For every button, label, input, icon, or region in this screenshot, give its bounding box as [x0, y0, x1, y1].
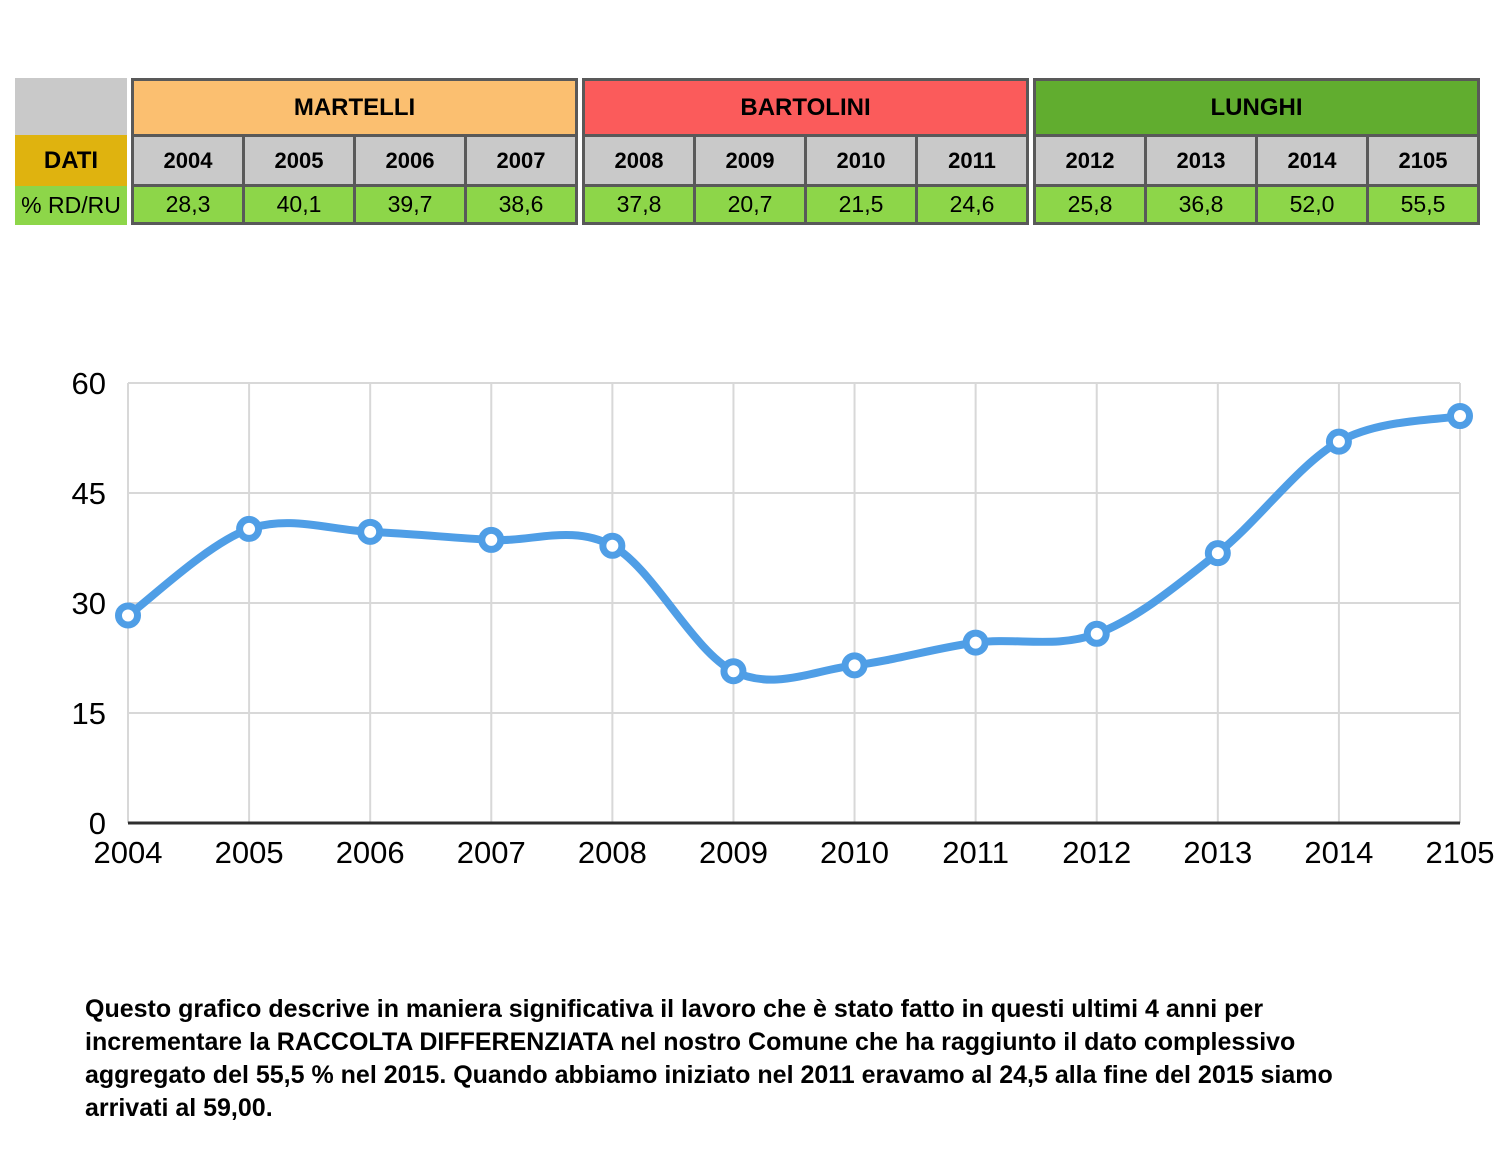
year-cell: 2007 — [464, 134, 578, 188]
group-block-bartolini: BARTOLINI 2008 2009 2010 2011 37,8 20,7 … — [582, 77, 1029, 225]
year-cell: 2005 — [242, 134, 356, 188]
data-point-marker — [1204, 540, 1231, 567]
value-cell: 37,8 — [582, 184, 696, 225]
corner-cell — [15, 78, 127, 135]
y-axis-tick-label: 15 — [72, 696, 106, 731]
value-cell: 28,3 — [131, 184, 245, 225]
value-cell: 55,5 — [1366, 184, 1480, 225]
value-cell: 40,1 — [242, 184, 356, 225]
year-cell: 2014 — [1255, 134, 1369, 188]
value-cell: 38,6 — [464, 184, 578, 225]
y-axis-tick-label: 60 — [72, 366, 106, 401]
row-label-rdru: % RD/RU — [15, 186, 127, 225]
year-cell: 2004 — [131, 134, 245, 188]
x-axis-tick-label: 2013 — [1183, 835, 1252, 870]
line-chart: 0 15 30 45 60 2004 2005 2006 2007 2008 2009 2010 201… — [72, 366, 1495, 870]
data-point-marker — [720, 658, 747, 685]
year-cell: 2010 — [804, 134, 918, 188]
value-cell: 21,5 — [804, 184, 918, 225]
x-axis-tick-label: 2011 — [942, 835, 1009, 870]
value-cell: 39,7 — [353, 184, 467, 225]
y-axis-tick-label: 30 — [72, 586, 106, 621]
year-cell: 2012 — [1033, 134, 1147, 188]
data-point-marker — [236, 515, 263, 542]
value-cell: 36,8 — [1144, 184, 1258, 225]
value-cell: 20,7 — [693, 184, 807, 225]
data-point-marker — [962, 629, 989, 656]
year-cell: 2105 — [1366, 134, 1480, 188]
row-label-dati: DATI — [15, 135, 127, 186]
value-cell: 25,8 — [1033, 184, 1147, 225]
value-cell: 24,6 — [915, 184, 1029, 225]
y-axis-tick-label: 0 — [89, 806, 106, 841]
x-axis-tick-label: 2004 — [94, 835, 163, 870]
x-axis-tick-label: 2012 — [1062, 835, 1131, 870]
value-cell: 52,0 — [1255, 184, 1369, 225]
data-point-marker — [599, 532, 626, 559]
series-line — [124, 412, 1464, 684]
data-point-marker — [841, 652, 868, 679]
x-axis-tick-label: 2010 — [820, 835, 889, 870]
data-point-marker — [1083, 620, 1110, 647]
caption: Questo grafico descrive in maniera signi… — [85, 995, 1333, 1122]
year-cell: 2013 — [1144, 134, 1258, 188]
year-cell: 2008 — [582, 134, 696, 188]
data-point-marker — [1447, 403, 1473, 429]
x-axis-tick-label: 2007 — [457, 835, 526, 870]
group-block-martelli: MARTELLI 2004 2005 2006 2007 28,3 40,1 3… — [131, 77, 578, 225]
year-cell: 2009 — [693, 134, 807, 188]
group-block-lunghi: LUNGHI 2012 2013 2014 2105 25,8 36,8 52,… — [1033, 77, 1480, 225]
data-point-marker — [1325, 428, 1352, 455]
year-cell: 2006 — [353, 134, 467, 188]
x-axis-tick-label: 2105 — [1426, 835, 1495, 870]
data-point-marker — [115, 602, 141, 629]
x-axis-tick-label: 2009 — [699, 835, 768, 870]
x-axis-tick-label: 2006 — [336, 835, 405, 870]
labels-block: DATI % RD/RU — [15, 78, 127, 225]
year-cell: 2011 — [915, 134, 1029, 188]
group-header: BARTOLINI — [582, 77, 1029, 138]
data-point-marker — [478, 526, 505, 553]
x-axis-tick-label: 2008 — [578, 835, 647, 870]
summary-table: DATI % RD/RU MARTELLI 2004 2005 2006 200… — [15, 77, 1480, 225]
x-axis-tick-label: 2005 — [215, 835, 284, 870]
data-point-marker — [357, 518, 384, 545]
x-axis-tick-label: 2014 — [1304, 835, 1373, 870]
group-header: LUNGHI — [1033, 77, 1480, 138]
group-header: MARTELLI — [131, 77, 578, 138]
y-axis-tick-label: 45 — [72, 476, 106, 511]
